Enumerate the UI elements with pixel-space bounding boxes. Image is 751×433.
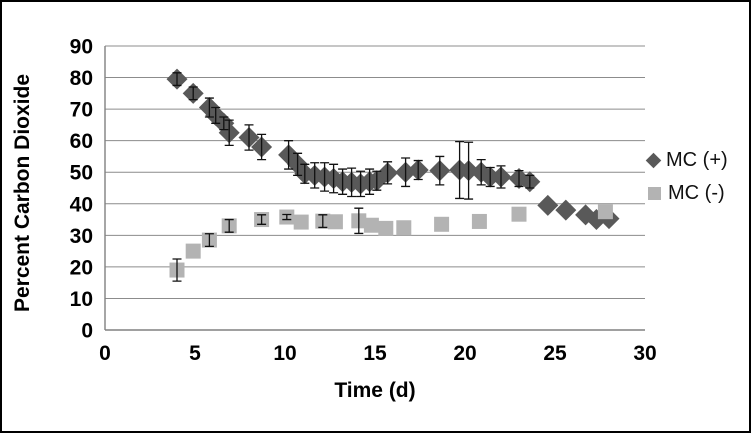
error-bar-mc-plus — [224, 119, 234, 147]
error-bar-mc-plus — [356, 170, 366, 198]
error-bar-mc-minus — [354, 207, 364, 235]
y-tick-label-30: 30 — [70, 225, 93, 248]
error-bar-mc-plus — [372, 170, 382, 191]
error-bar-mc-plus — [347, 167, 357, 198]
legend-entry-mc-minus: MC (-) — [648, 180, 728, 206]
x-tick-label-20: 20 — [453, 342, 476, 365]
error-bar-mc-plus — [244, 124, 254, 151]
square-marker-icon — [648, 186, 661, 200]
error-bar-mc-minus — [204, 233, 214, 248]
legend-entry-mc-plus: MC (+) — [645, 147, 728, 173]
data-point-mc-minus — [471, 213, 487, 229]
data-point-mc-minus — [363, 217, 379, 233]
y-tick-label-70: 70 — [70, 99, 93, 122]
error-bar-mc-plus — [435, 155, 445, 186]
x-tick-label-0: 0 — [99, 342, 111, 365]
data-point-mc-minus — [434, 216, 450, 232]
error-bar-mc-plus — [401, 157, 411, 188]
error-bar-mc-plus — [320, 162, 330, 192]
error-bar-mc-plus — [485, 166, 495, 188]
y-tick-label-20: 20 — [70, 256, 93, 279]
error-bar-mc-plus — [338, 168, 348, 195]
legend-label: MC (+) — [666, 148, 728, 171]
data-point-mc-minus — [293, 214, 309, 230]
error-bar-mc-plus — [211, 106, 221, 124]
error-bar-mc-plus — [464, 141, 474, 200]
diamond-marker-icon — [645, 152, 662, 168]
data-point-mc-minus — [327, 214, 343, 230]
legend: MC (+) MC (-) — [645, 147, 728, 206]
error-bar-mc-minus — [172, 258, 182, 282]
x-tick-label-15: 15 — [363, 342, 387, 365]
data-point-mc-minus — [185, 243, 201, 259]
x-tick-label-25: 25 — [543, 342, 567, 365]
error-bar-mc-plus — [219, 116, 229, 131]
x-tick-label-10: 10 — [273, 342, 296, 365]
data-point-mc-minus — [597, 204, 613, 220]
error-bar-mc-plus — [284, 140, 294, 170]
error-bar-mc-plus — [310, 162, 320, 189]
error-bar-mc-plus — [300, 163, 310, 184]
y-tick-label-50: 50 — [70, 162, 93, 185]
y-tick-label-80: 80 — [70, 67, 93, 90]
y-tick-label-40: 40 — [70, 193, 93, 216]
x-tick-label-5: 5 — [189, 342, 201, 365]
error-bar-mc-plus — [496, 165, 506, 189]
y-tick-label-0: 0 — [81, 320, 93, 343]
error-bar-mc-plus — [293, 152, 303, 177]
error-bar-mc-plus — [476, 158, 486, 186]
data-point-mc-minus — [378, 220, 394, 236]
error-bar-mc-plus — [413, 159, 423, 181]
x-axis-title: Time (d) — [334, 379, 416, 402]
error-bar-mc-plus — [383, 161, 393, 185]
error-bar-mc-minus — [257, 214, 267, 225]
error-bar-mc-plus — [455, 140, 465, 200]
error-bar-mc-minus — [318, 214, 328, 229]
error-bar-mc-plus — [204, 97, 214, 118]
error-bar-mc-plus — [257, 133, 267, 161]
y-tick-label-60: 60 — [70, 130, 93, 153]
error-bar-mc-plus — [329, 163, 339, 194]
error-bar-mc-minus — [282, 213, 292, 221]
y-axis-title: Percent Carbon Dioxide — [11, 73, 34, 313]
legend-label: MC (-) — [668, 181, 725, 204]
error-bar-mc-plus — [188, 86, 198, 101]
data-point-mc-plus — [555, 199, 577, 221]
error-bar-mc-plus — [514, 169, 524, 188]
error-bar-mc-plus — [172, 72, 182, 87]
data-point-mc-minus — [396, 220, 412, 236]
error-bar-mc-plus — [525, 174, 535, 189]
x-tick-label-30: 30 — [633, 342, 656, 365]
error-bar-mc-plus — [365, 168, 375, 195]
y-tick-label-10: 10 — [70, 288, 93, 311]
data-point-mc-minus — [511, 206, 527, 222]
y-tick-label-90: 90 — [70, 36, 93, 59]
data-point-mc-plus — [537, 194, 559, 216]
error-bar-mc-minus — [224, 218, 234, 233]
